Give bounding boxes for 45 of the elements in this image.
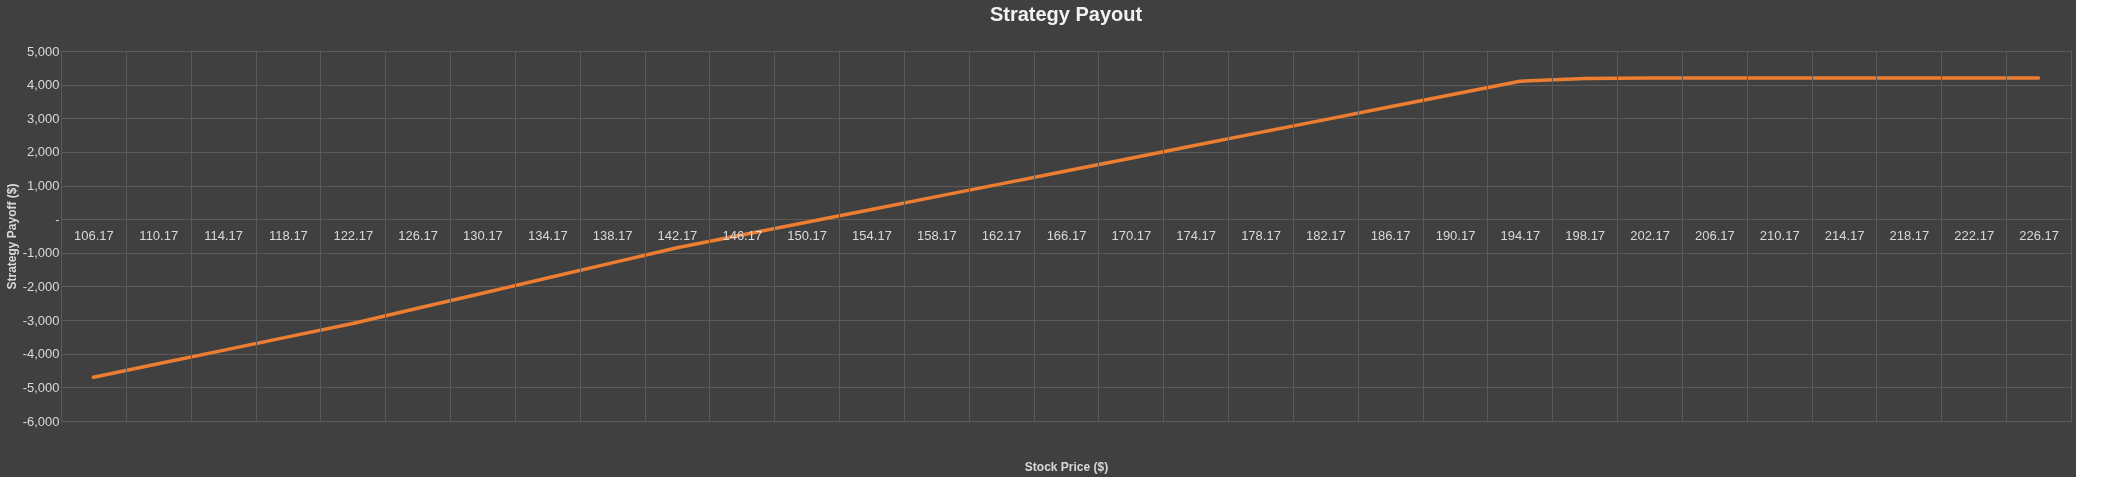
y-tick-label: -5,000: [22, 379, 60, 395]
x-tick-label: 130.17: [463, 227, 503, 243]
x-tick-label: 198.17: [1565, 227, 1606, 243]
x-tick-label: 186.17: [1370, 227, 1411, 243]
y-tick-label: -1,000: [22, 245, 60, 261]
x-tick-label: 222.17: [1954, 227, 1995, 243]
y-tick-label: -2,000: [22, 278, 60, 294]
x-tick-label: 134.17: [527, 227, 568, 243]
y-axis-title: Strategy Payoff ($): [4, 183, 19, 290]
x-tick-label: 226.17: [2019, 227, 2059, 243]
x-tick-label: 142.17: [657, 227, 698, 243]
x-tick-label: 122.17: [333, 227, 374, 243]
y-tick-label: -4,000: [22, 346, 60, 362]
x-axis-title: Stock Price ($): [1024, 459, 1109, 474]
x-tick-label: 138.17: [592, 227, 633, 243]
x-tick-label: 154.17: [852, 227, 892, 243]
x-tick-label: 166.17: [1046, 227, 1087, 243]
x-tick-label: 106.17: [74, 227, 114, 243]
y-tick-label: -6,000: [22, 413, 60, 429]
y-tick-label: 4,000: [26, 77, 60, 93]
x-tick-label: 206.17: [1695, 227, 1735, 243]
y-tick-label: -: [55, 211, 60, 227]
x-tick-label: 202.17: [1630, 227, 1670, 243]
x-tick-label: 194.17: [1500, 227, 1541, 243]
x-tick-label: 218.17: [1889, 227, 1930, 243]
x-tick-label: 178.17: [1241, 227, 1281, 243]
x-tick-label: 150.17: [787, 227, 828, 243]
chart-title: Strategy Payout: [989, 3, 1143, 25]
x-tick-label: 210.17: [1759, 227, 1800, 243]
x-tick-label: 162.17: [981, 227, 1022, 243]
x-tick-label: 182.17: [1305, 227, 1346, 243]
x-tick-label: 118.17: [269, 227, 308, 243]
x-tick-label: 114.17: [204, 227, 243, 243]
y-tick-label: 1,000: [26, 178, 60, 194]
x-tick-label: 110.17: [139, 227, 179, 243]
x-tick-label: 170.17: [1111, 227, 1152, 243]
x-tick-label: 174.17: [1176, 227, 1217, 243]
y-tick-label: 3,000: [26, 110, 60, 126]
y-tick-label: 5,000: [26, 43, 60, 59]
x-tick-label: 158.17: [916, 227, 957, 243]
x-tick-label: 126.17: [398, 227, 438, 243]
y-tick-label: 2,000: [26, 144, 60, 160]
x-tick-label: 190.17: [1435, 227, 1476, 243]
x-tick-label: 214.17: [1824, 227, 1865, 243]
y-tick-label: -3,000: [22, 312, 60, 328]
